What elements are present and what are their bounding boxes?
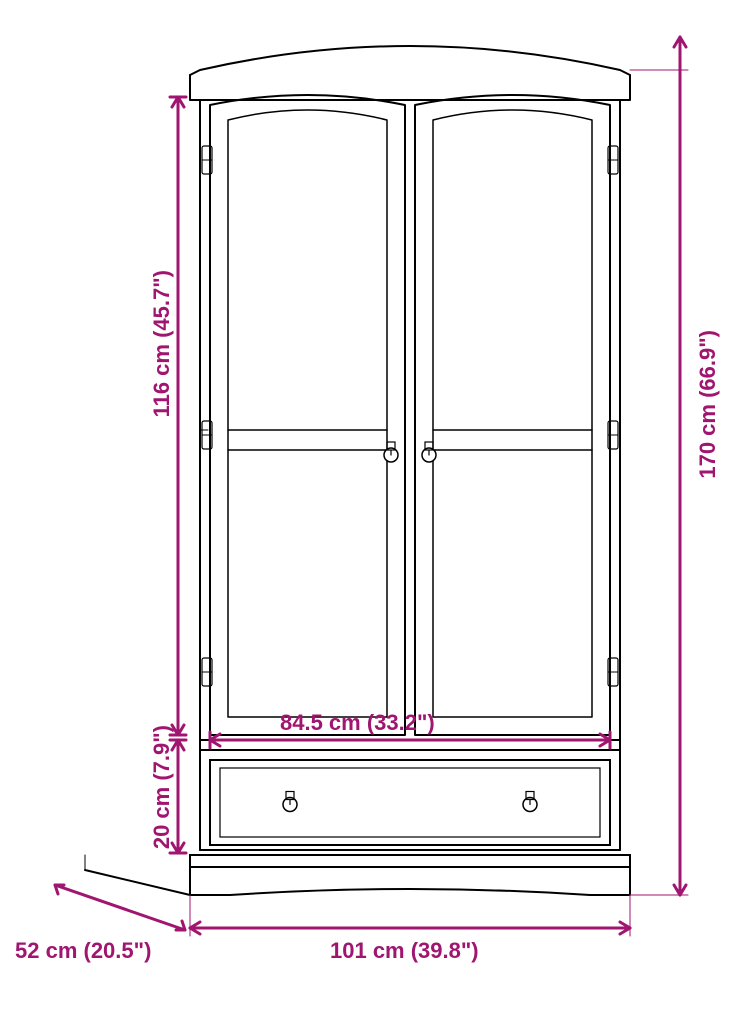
dim-drawer-height: 20 cm (7.9") [149,725,175,849]
wardrobe-line-drawing [0,0,734,1020]
diagram-container: 170 cm (66.9") 116 cm (45.7") 20 cm (7.9… [0,0,734,1020]
dim-door-height: 116 cm (45.7") [149,270,175,417]
dim-inner-width: 84.5 cm (33.2") [280,710,435,736]
dim-total-width: 101 cm (39.8") [330,938,479,964]
dim-depth: 52 cm (20.5") [15,938,151,964]
dim-total-height: 170 cm (66.9") [695,330,721,479]
